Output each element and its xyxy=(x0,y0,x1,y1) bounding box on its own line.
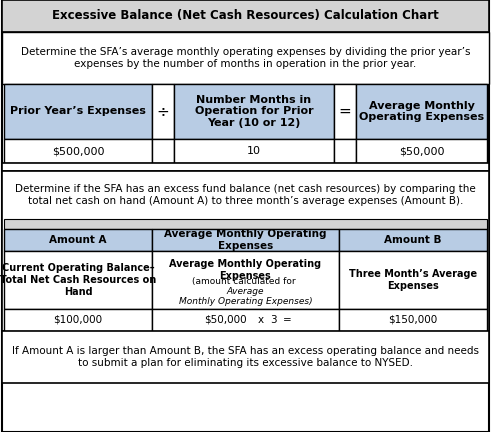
Bar xyxy=(2,331,489,383)
Bar xyxy=(4,219,487,229)
Bar xyxy=(152,251,339,309)
Text: Average Monthly Operating
Expenses: Average Monthly Operating Expenses xyxy=(169,259,322,281)
Text: $50,000: $50,000 xyxy=(204,315,247,325)
Bar xyxy=(2,32,489,84)
Bar xyxy=(339,229,487,251)
Text: Amount B: Amount B xyxy=(384,235,442,245)
Text: Prior Year’s Expenses: Prior Year’s Expenses xyxy=(10,107,146,117)
Text: =: = xyxy=(339,104,352,119)
Text: Average
Monthly Operating Expenses): Average Monthly Operating Expenses) xyxy=(179,287,312,306)
Text: ÷: ÷ xyxy=(157,104,169,119)
Bar xyxy=(152,139,174,163)
Bar xyxy=(4,251,152,309)
Text: Average Monthly Operating
Expenses: Average Monthly Operating Expenses xyxy=(164,229,327,251)
Bar xyxy=(4,229,152,251)
Bar xyxy=(4,139,152,163)
Text: Average Monthly
Operating Expenses: Average Monthly Operating Expenses xyxy=(359,101,484,122)
Text: Number Months in
Operation for Prior
Year (10 or 12): Number Months in Operation for Prior Yea… xyxy=(195,95,313,128)
Text: $50,000: $50,000 xyxy=(399,146,444,156)
Text: =: = xyxy=(283,315,292,325)
Bar xyxy=(2,163,489,171)
Text: 10: 10 xyxy=(247,146,261,156)
Bar xyxy=(152,229,339,251)
Bar xyxy=(174,84,334,139)
Bar xyxy=(4,309,152,331)
Bar xyxy=(339,309,487,331)
Text: x: x xyxy=(257,315,264,325)
Text: Determine the SFA’s average monthly operating expenses by dividing the prior yea: Determine the SFA’s average monthly oper… xyxy=(21,47,470,69)
Text: Amount A: Amount A xyxy=(49,235,107,245)
Bar xyxy=(334,84,356,139)
Text: Current Operating Balance–
Total Net Cash Resources on
Hand: Current Operating Balance– Total Net Cas… xyxy=(0,264,156,297)
Text: Determine if the SFA has an excess fund balance (net cash resources) by comparin: Determine if the SFA has an excess fund … xyxy=(15,184,476,206)
Text: $500,000: $500,000 xyxy=(52,146,104,156)
Text: $150,000: $150,000 xyxy=(388,315,437,325)
Bar xyxy=(152,309,339,331)
Bar xyxy=(152,84,174,139)
Bar xyxy=(356,84,487,139)
Bar xyxy=(339,251,487,309)
Bar xyxy=(2,171,489,331)
Text: $100,000: $100,000 xyxy=(54,315,103,325)
Bar xyxy=(334,139,356,163)
Bar xyxy=(356,139,487,163)
Text: If Amount A is larger than Amount B, the SFA has an excess operating balance and: If Amount A is larger than Amount B, the… xyxy=(12,346,479,368)
Text: Excessive Balance (Net Cash Resources) Calculation Chart: Excessive Balance (Net Cash Resources) C… xyxy=(52,10,439,22)
Text: Three Month’s Average
Expenses: Three Month’s Average Expenses xyxy=(349,269,477,291)
Bar xyxy=(174,139,334,163)
Bar xyxy=(4,84,152,139)
Bar xyxy=(2,0,489,32)
Text: (amount calculated for: (amount calculated for xyxy=(192,277,299,286)
Text: 3: 3 xyxy=(270,315,277,325)
